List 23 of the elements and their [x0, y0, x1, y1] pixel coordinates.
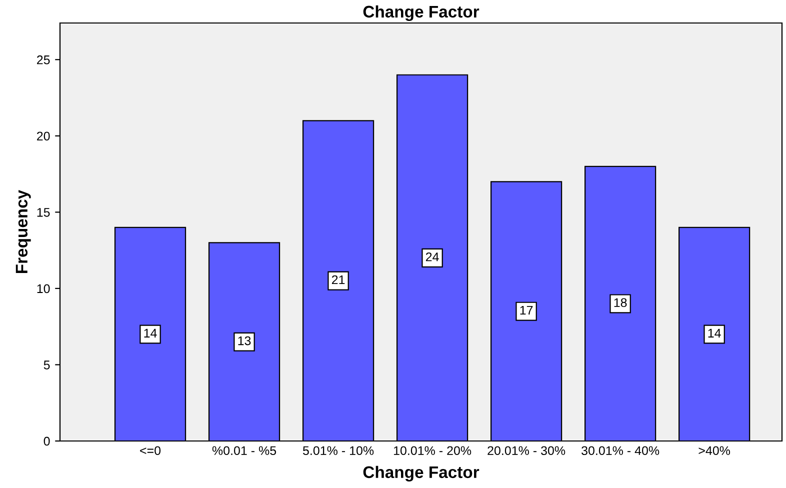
data-label: 14 [144, 328, 157, 338]
x-tick-label: <=0 [140, 446, 161, 456]
data-label: 24 [426, 252, 439, 262]
y-tick-label: 10 [37, 284, 50, 294]
x-tick-label: 20.01% - 30% [488, 446, 566, 456]
x-axis-title: Change Factor [363, 466, 480, 482]
y-tick-label: 5 [44, 360, 50, 370]
x-tick-label: 10.01% - 20% [394, 446, 472, 456]
y-tick-label: 20 [37, 132, 50, 141]
y-tick-label: 15 [37, 208, 50, 217]
y-axis-title: Frequency [16, 190, 31, 274]
data-label: 21 [332, 275, 345, 284]
x-tick-label: 5.01% - 10% [302, 446, 374, 456]
data-label: 14 [708, 328, 721, 338]
data-label: 17 [520, 306, 533, 315]
data-label: 13 [238, 336, 251, 346]
x-tick-label: %0.01 - %5 [212, 446, 276, 456]
y-tick-label: 0 [44, 436, 50, 446]
x-tick-label: >40% [698, 446, 730, 456]
data-label: 18 [614, 298, 627, 308]
y-tick-label: 25 [37, 55, 50, 64]
x-tick-label: 30.01% - 40% [582, 446, 660, 456]
chart-title: Change Factor [363, 5, 480, 21]
